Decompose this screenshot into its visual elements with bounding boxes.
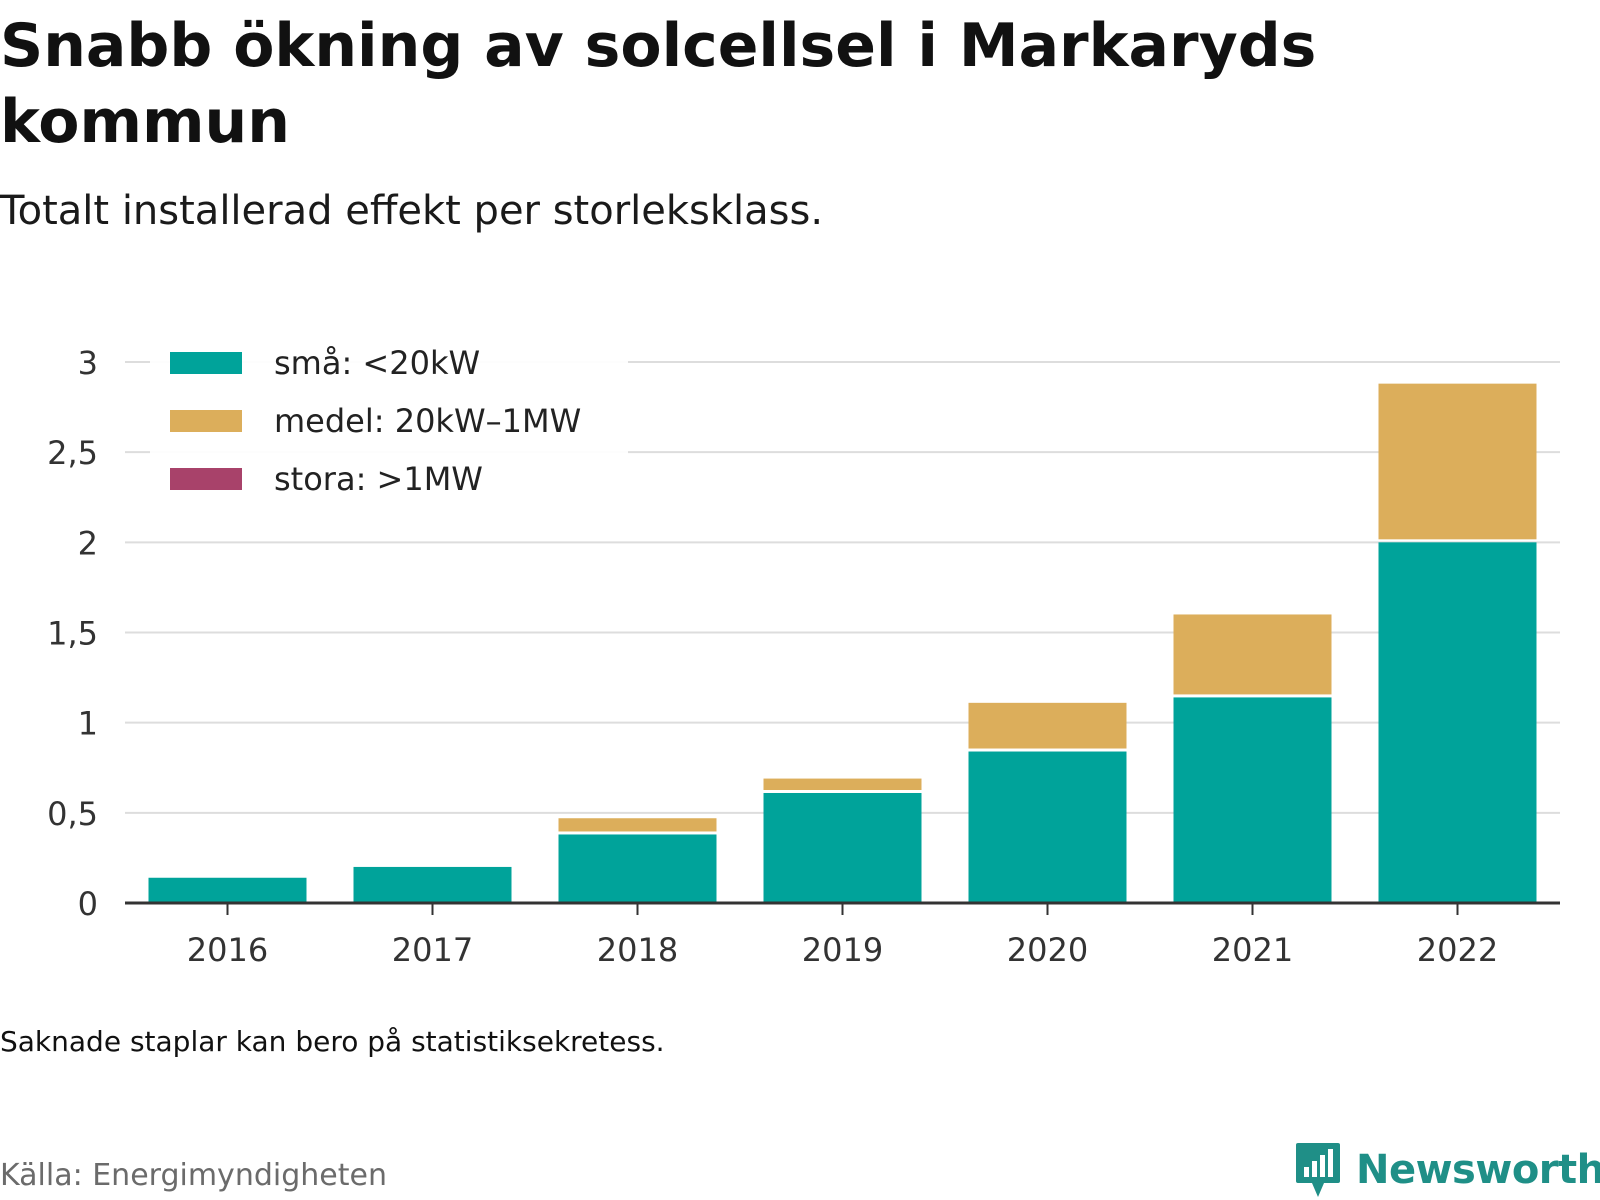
legend-label: små: <20kW: [274, 344, 480, 382]
legend-swatch: [170, 410, 242, 432]
bar-segment-2021-sma: [1173, 697, 1332, 903]
bar-segment-2018-sma: [558, 834, 717, 903]
bars: [148, 383, 1537, 903]
x-tick-label: 2016: [187, 931, 268, 969]
y-tick-label: 0,5: [47, 795, 98, 833]
legend-swatch: [170, 468, 242, 490]
chart-subtitle: Totalt installerad effekt per storlekskl…: [0, 188, 824, 234]
source-text: Källa: Energimyndigheten: [0, 1158, 387, 1193]
legend: små: <20kW medel: 20kW–1MW stora: >1MW: [150, 344, 628, 504]
bar-segment-2020-medel: [968, 702, 1127, 749]
x-tick-label: 2021: [1212, 931, 1293, 969]
y-tick-label: 1,5: [47, 615, 98, 653]
bar-segment-2022-medel: [1378, 383, 1537, 540]
bar-segment-2019-medel: [763, 778, 922, 790]
y-tick-label: 2: [78, 524, 98, 562]
legend-swatch: [170, 352, 242, 374]
x-tick-label: 2019: [802, 931, 883, 969]
x-tick-label: 2018: [597, 931, 678, 969]
legend-label: stora: >1MW: [274, 460, 483, 498]
bar-segment-2021-medel: [1173, 614, 1332, 695]
x-axis: 2016 2017 2018 2019 2020 2021 2022: [125, 901, 1560, 969]
x-tick-label: 2020: [1007, 931, 1088, 969]
chart-note: Saknade staplar kan bero på statistiksek…: [0, 1025, 665, 1058]
bar-segment-2022-sma: [1378, 542, 1537, 903]
bar-chart: 00,511,522,53 2016 2017 2018 2019 2020 2021 20…: [47, 344, 1560, 969]
bar-segment-2017-sma: [353, 866, 512, 903]
y-tick-label: 2,5: [47, 434, 98, 472]
y-axis-tick-labels: 0 0,5 1 1,5 2 2,5 3: [47, 344, 98, 923]
bar-segment-2019-sma: [763, 792, 922, 903]
brand-name: Newsworthy: [1356, 1147, 1600, 1193]
legend-label: medel: 20kW–1MW: [274, 402, 581, 440]
y-tick-label: 0: [78, 885, 98, 923]
x-tick-label: 2022: [1417, 931, 1498, 969]
x-tick-label: 2017: [392, 931, 473, 969]
chart-title: Snabb ökning av solcellsel i Markaryds k…: [0, 11, 1317, 157]
bar-segment-2018-medel: [558, 818, 717, 832]
brand: Newsworthy: [1294, 1140, 1600, 1200]
y-tick-label: 1: [78, 705, 98, 743]
bar-segment-2020-sma: [968, 751, 1127, 903]
newsworthy-logo-icon: [1296, 1143, 1340, 1197]
bar-segment-2016-sma: [148, 877, 307, 903]
y-tick-label: 3: [78, 344, 98, 382]
